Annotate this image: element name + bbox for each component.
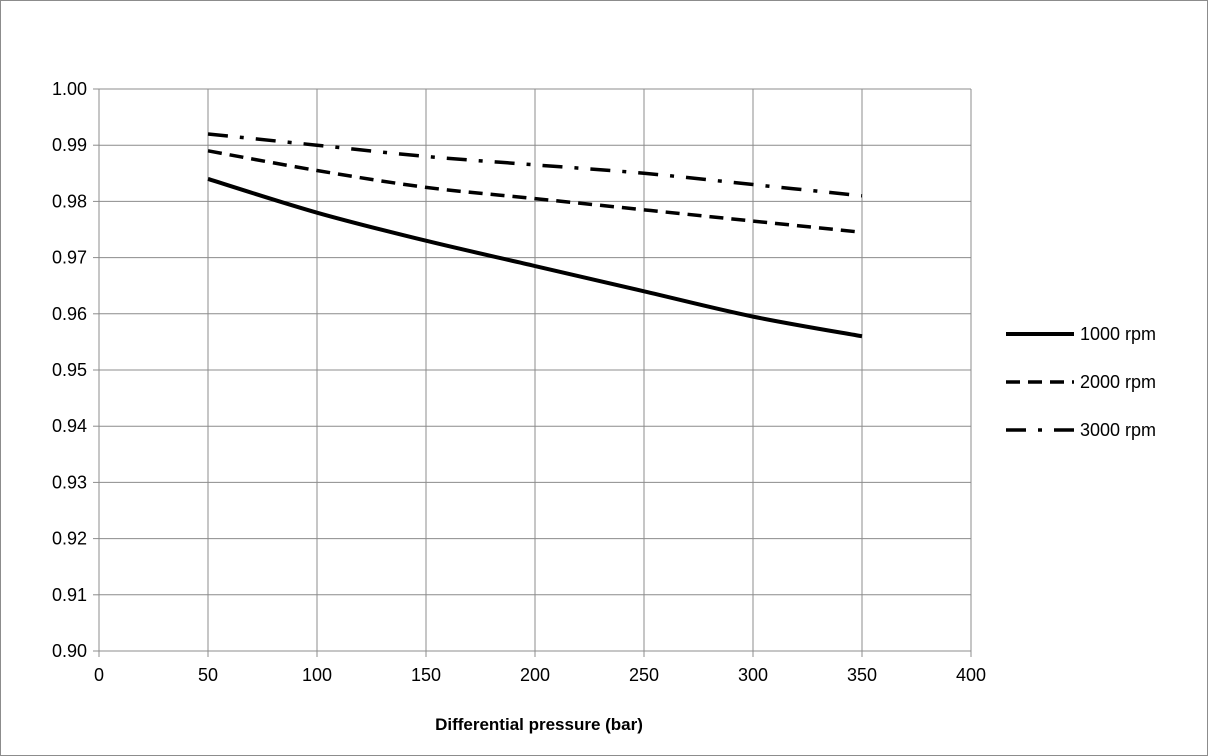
y-tick-label: 0.90 [52,641,87,661]
x-tick-label: 100 [302,665,332,685]
series-line-1 [207,177,863,339]
x-tick-label: 50 [198,665,218,685]
y-tick-label: 0.93 [52,472,87,492]
series-line-3 [207,132,863,198]
legend-label: 1000 rpm [1080,324,1156,344]
series-lines [207,132,863,339]
y-tick-label: 0.98 [52,191,87,211]
x-axis-title: Differential pressure (bar) [435,715,643,734]
grid [93,88,972,657]
x-tick-label: 150 [411,665,441,685]
y-tick-label: 0.97 [52,248,87,268]
y-tick-label: 0.94 [52,416,87,436]
y-tick-label: 0.96 [52,304,87,324]
x-tick-label: 200 [520,665,550,685]
x-tick-label: 400 [956,665,986,685]
x-tick-label: 300 [738,665,768,685]
x-tick-label: 250 [629,665,659,685]
x-tick-labels: 0 50 100 150 200 250 300 350 400 [94,665,986,685]
y-tick-label: 0.91 [52,585,87,605]
y-tick-labels: 0.90 0.91 0.92 0.93 0.94 0.95 0.96 0.97 0.98 0.99… [52,79,87,661]
y-tick-label: 0.92 [52,529,87,549]
legend: 1000 rpm 2000 rpm 3000 rpm [1006,324,1156,440]
x-tick-label: 0 [94,665,104,685]
y-tick-label: 0.95 [52,360,87,380]
legend-label: 3000 rpm [1080,420,1156,440]
series-line-2 [207,149,863,235]
x-tick-label: 350 [847,665,877,685]
legend-label: 2000 rpm [1080,372,1156,392]
y-tick-label: 0.99 [52,135,87,155]
y-tick-label: 1.00 [52,79,87,99]
